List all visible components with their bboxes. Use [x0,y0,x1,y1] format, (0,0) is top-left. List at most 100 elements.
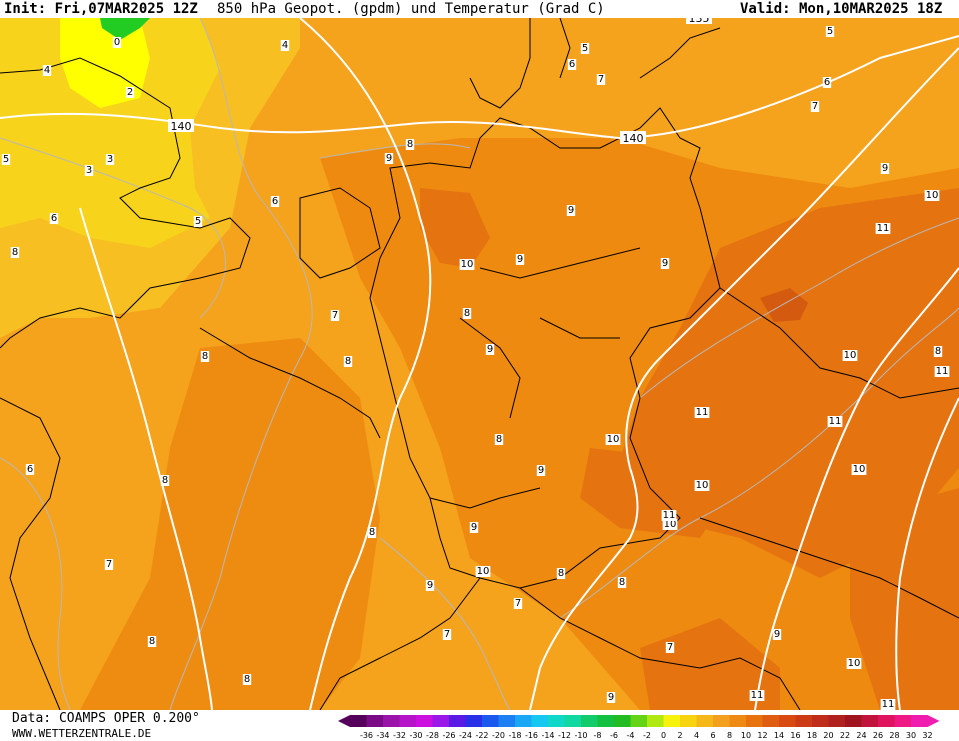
legend-tick-label: -20 [492,731,505,740]
isotherm-label-bg [567,59,577,70]
legend-tick-label: 4 [694,731,699,740]
legend-tick-label: -30 [409,731,422,740]
legend-swatch [399,715,416,727]
isotherm-label-bg [851,464,867,475]
isotherm-label: 9 [538,465,544,476]
isotherm-label: 7 [515,598,521,609]
legend-swatch [746,715,763,727]
legend-tick-label: -2 [643,731,651,740]
geopot-label: 140 [171,120,192,133]
geopotential-lines [0,18,959,710]
isotherm-label-bg [617,577,627,588]
isotherm-label-bg [842,350,858,361]
isotherm-label-bg [880,699,896,710]
legend-arrow-right [927,715,940,727]
legend-swatch [663,715,680,727]
isotherm-label: 8 [162,475,168,486]
isotherm-label-bg [84,165,94,176]
legend-swatch [350,715,367,727]
legend-swatch [647,715,664,727]
legend-tick-label: -14 [541,731,554,740]
hot-region-se [850,488,959,710]
green-region [100,18,150,40]
isotherm-label-bg [343,356,353,367]
isotherm-label-bg [810,101,820,112]
isotherm-label: 6 [824,77,830,88]
legend-swatch [630,715,647,727]
isotherm-label-bg [1,154,11,165]
legend-swatch [894,715,911,727]
isotherm-label-bg [536,465,546,476]
isotherm-label: 11 [877,223,890,234]
legend-tick-label: 22 [840,731,850,740]
isotherm-label-bg [596,74,606,85]
legend-swatch [762,715,779,727]
isotherm-label-bg [605,434,621,445]
isotherm-label: 8 [345,356,351,367]
isotherm-label-bg [772,629,782,640]
isotherm-label: 9 [882,163,888,174]
isotherm-label-bg [660,258,670,269]
isotherm-label: 9 [774,629,780,640]
legend-tick-label: -26 [442,731,455,740]
legend-swatch [696,715,713,727]
legend-swatch [548,715,565,727]
pale-yellow-region [0,18,220,248]
legend-tick-label: -34 [376,731,389,740]
valid-time: Valid: Mon,10MAR2025 18Z [740,1,943,17]
legend-tick-label: 0 [661,731,666,740]
isotherm-label: 10 [926,190,939,201]
isotherm-label: 11 [936,366,949,377]
isotherm-label-bg [367,527,377,538]
legend-swatch [416,715,433,727]
isotherm-lines [0,18,959,710]
isotherm-label-bg [694,480,710,491]
isotherm-label-bg [475,566,491,577]
legend-swatch [597,715,614,727]
legend-swatch [812,715,829,727]
isotherm-label-bg [405,139,415,150]
isotherm-label-bg [580,43,590,54]
data-source-label: Data: COAMPS OPER 0.200° [12,711,200,726]
legend-tick-label: 28 [889,731,899,740]
isotherm-label-bg [104,559,114,570]
legend-swatch [383,715,400,727]
isotherm-label: 7 [598,74,604,85]
isotherm-label: 10 [461,259,474,270]
isotherm-label: 5 [3,154,9,165]
isotherm-label: 8 [369,527,375,538]
isotherm-label-bg [25,464,35,475]
isotherm-label: 5 [582,43,588,54]
isotherm-label: 3 [86,165,92,176]
legend-tick-label: 2 [677,731,682,740]
legend-tick-label: 30 [906,731,916,740]
isotherm-label: 10 [607,434,620,445]
legend-tick-label: 14 [774,731,784,740]
isotherm-label: 7 [444,629,450,640]
legend-swatch [795,715,812,727]
weather-map: 140 140 135 0 2 3 3 4 4 5 5 5 5 6 6 6 6 … [0,18,959,710]
isotherm-label: 10 [664,519,677,530]
legend-swatch [861,715,878,727]
legend-swatch [911,715,928,727]
isotherm-label-bg [10,247,20,258]
isotherm-label-bg [825,26,835,37]
legend-tick-label: -6 [610,731,618,740]
legend-tick-label: 12 [757,731,767,740]
hot-core [760,288,808,322]
legend-tick-label: -10 [574,731,587,740]
isotherm-label: 8 [12,247,18,258]
geopotential-label-group: 140 140 135 [168,18,712,145]
isotherm-label: 10 [853,464,866,475]
legend-swatch [465,715,482,727]
legend-swatch [878,715,895,727]
isotherm-label-bg [606,692,616,703]
website-label: WWW.WETTERZENTRALE.DE [12,727,152,740]
isotherm-label: 9 [386,153,392,164]
legend-tick-label: 6 [710,731,715,740]
isotherm-label: 10 [848,658,861,669]
legend-swatch [449,715,466,727]
isotherm-label: 11 [829,416,842,427]
isotherm-label: 7 [667,642,673,653]
legend-swatch [366,715,383,727]
